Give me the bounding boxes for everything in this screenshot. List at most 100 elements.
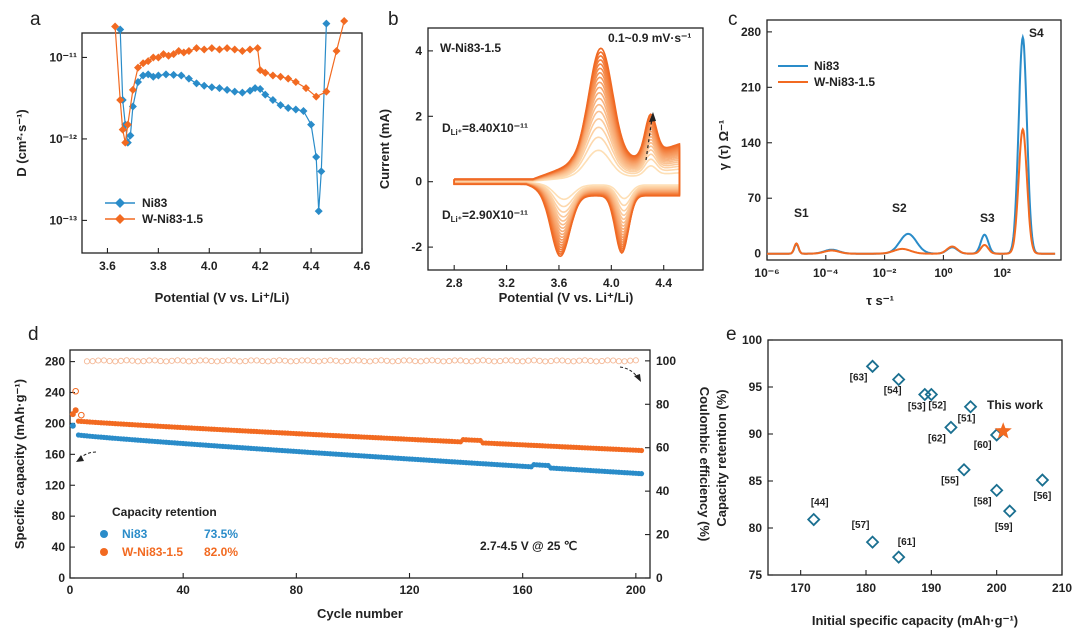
data-point-a bbox=[238, 88, 247, 97]
data-point-a bbox=[215, 84, 224, 93]
y2-tick-label-d: 100 bbox=[656, 354, 676, 368]
data-point-a bbox=[291, 77, 300, 86]
capacity-point-d bbox=[638, 471, 645, 477]
efficiency-point-d bbox=[140, 358, 147, 365]
x-axis-label-e: Initial specific capacity (mAh·g⁻¹) bbox=[812, 613, 1018, 628]
efficiency-point-d bbox=[451, 357, 458, 364]
efficiency-point-d bbox=[496, 358, 504, 365]
data-marks-a bbox=[111, 17, 349, 216]
y-tick-label-e: 85 bbox=[749, 474, 763, 488]
axis-ticks-d: 0 40 80 120 160 200 0 40 80 120 160 200 240 280 0 20 40 6… bbox=[45, 354, 676, 597]
legend-label-ni83-a: Ni83 bbox=[142, 196, 168, 210]
trend-arrow-b bbox=[645, 117, 653, 161]
x-tick-label-a: 3.6 bbox=[99, 259, 116, 273]
data-point-a bbox=[251, 84, 260, 93]
y-axis-label-a: D (cm²·s⁻¹) bbox=[14, 109, 29, 177]
x-tick-label-a: 3.8 bbox=[150, 259, 167, 273]
efficiency-point-d bbox=[276, 357, 283, 364]
data-point-a bbox=[223, 85, 232, 94]
data-point-a bbox=[314, 207, 323, 216]
peak-label-s2: S2 bbox=[892, 201, 907, 215]
efficiency-point-d bbox=[332, 357, 340, 364]
data-point-a bbox=[207, 83, 216, 92]
x-tick-label-e: 190 bbox=[921, 581, 941, 595]
efficiency-point-d bbox=[366, 358, 373, 365]
y2-tick-label-d: 20 bbox=[656, 528, 670, 542]
panel-label-a: a bbox=[30, 9, 41, 30]
efficiency-point-d bbox=[315, 358, 323, 365]
axis-arrow-left-d bbox=[77, 451, 97, 461]
data-point-a bbox=[299, 107, 308, 116]
data-point-a bbox=[238, 46, 247, 55]
efficiency-point-d bbox=[106, 358, 113, 365]
efficiency-point-d bbox=[259, 358, 266, 365]
reference-label-e: [54] bbox=[884, 385, 902, 396]
panel-d: 0 40 80 120 160 200 0 40 80 120 160 200 240 280 0 20 40 6… bbox=[12, 349, 712, 621]
panel-a: 3.6 3.8 4.0 4.2 4.4 4.6 10⁻¹¹ 10⁻¹² 10⁻¹³ Potent… bbox=[14, 17, 371, 305]
literature-point-e bbox=[865, 535, 880, 549]
y-tick-label-e: 90 bbox=[749, 427, 763, 441]
data-point-a bbox=[200, 81, 209, 90]
data-point-a bbox=[184, 74, 193, 83]
efficiency-point-d bbox=[83, 358, 91, 365]
efficiency-point-d bbox=[270, 357, 277, 364]
efficiency-point-d bbox=[559, 357, 566, 364]
y-tick-label-d: 240 bbox=[45, 386, 65, 400]
y-axis-label-c: γ (τ) Ω⁻¹ bbox=[716, 120, 731, 171]
data-point-a bbox=[253, 44, 262, 53]
reference-label-e: [52] bbox=[928, 401, 946, 412]
y2-tick-label-d: 60 bbox=[656, 441, 670, 455]
data-point-a bbox=[121, 138, 130, 147]
efficiency-point-d bbox=[485, 357, 492, 364]
x-axis-label-b: Potential (V vs. Li⁺/Li) bbox=[499, 290, 634, 305]
efficiency-point-d bbox=[457, 357, 464, 364]
diffusion-annotation-bottom: DLi⁺=2.90X10⁻¹¹ bbox=[442, 208, 528, 224]
x-tick-label-c: 10⁻⁴ bbox=[813, 266, 839, 280]
data-point-a bbox=[169, 70, 178, 79]
efficiency-point-d bbox=[214, 358, 221, 365]
efficiency-point-d bbox=[576, 357, 583, 364]
data-point-a bbox=[332, 46, 341, 55]
efficiency-point-d bbox=[355, 357, 362, 364]
y-tick-label-a: 10⁻¹² bbox=[49, 132, 77, 146]
literature-point-e bbox=[924, 387, 939, 402]
data-point-a bbox=[154, 71, 163, 80]
diffusion-annotation-top: DLi⁺=8.40X10⁻¹¹ bbox=[442, 121, 528, 137]
data-point-a bbox=[111, 22, 120, 31]
efficiency-point-d bbox=[134, 358, 141, 365]
data-point-a bbox=[261, 68, 270, 77]
y-tick-label-b: 4 bbox=[415, 44, 422, 58]
efficiency-point-d bbox=[519, 358, 526, 365]
panel-b: 2.8 3.2 3.6 4.0 4.4 4 2 0 -2 Potential (V vs. Li… bbox=[377, 27, 704, 305]
data-point-a bbox=[276, 101, 285, 110]
efficiency-point-d bbox=[429, 357, 436, 364]
efficiency-point-d bbox=[157, 358, 164, 365]
efficiency-point-d bbox=[225, 357, 232, 364]
reference-label-e: [62] bbox=[928, 433, 946, 444]
data-point-a bbox=[322, 87, 331, 96]
axis-arrow-head-left-d bbox=[76, 455, 84, 462]
data-point-a bbox=[261, 90, 270, 99]
axis-arrow-right-d bbox=[619, 366, 639, 379]
efficiency-point-d bbox=[202, 357, 209, 364]
legend-marker-ni83-d bbox=[100, 530, 108, 538]
legend-label-wni-d: W-Ni83-1.5 bbox=[122, 545, 183, 559]
legend-label-wni-c: W-Ni83-1.5 bbox=[814, 75, 875, 89]
x-tick-label-e: 200 bbox=[987, 581, 1007, 595]
reference-label-e: [55] bbox=[941, 476, 959, 487]
legend-marker-wni-a bbox=[115, 214, 125, 224]
y-tick-label-a: 10⁻¹³ bbox=[49, 213, 77, 227]
data-point-a bbox=[230, 45, 239, 54]
efficiency-point-d bbox=[310, 358, 317, 365]
data-point-a bbox=[192, 44, 201, 53]
cv-curve-b bbox=[453, 47, 681, 258]
legend-label-wni-a: W-Ni83-1.5 bbox=[142, 212, 203, 226]
efficiency-point-d bbox=[304, 357, 311, 364]
x-tick-label-e: 210 bbox=[1052, 581, 1072, 595]
efficiency-point-d bbox=[231, 357, 238, 364]
efficiency-point-d bbox=[287, 358, 294, 365]
efficiency-point-d bbox=[236, 358, 243, 365]
efficiency-point-d bbox=[242, 358, 249, 365]
efficiency-point-d bbox=[298, 357, 306, 364]
arrow-head-b bbox=[649, 112, 656, 122]
